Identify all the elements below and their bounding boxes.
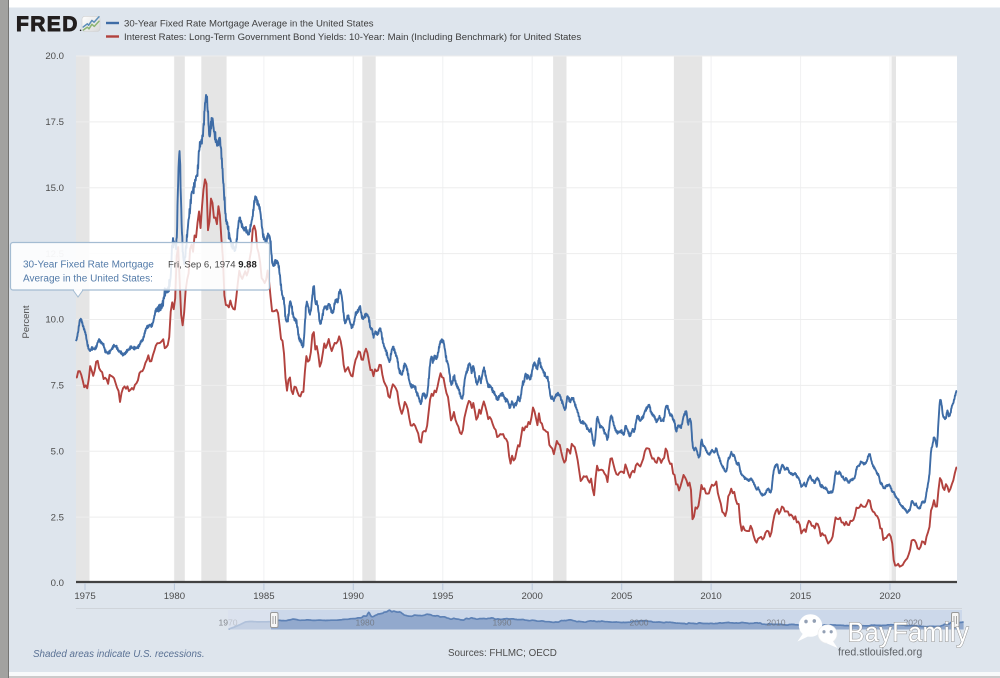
svg-text:2020: 2020 [903,618,922,628]
svg-text:1980: 1980 [164,591,185,602]
svg-text:Fri, Sep 6, 1974 9.88: Fri, Sep 6, 1974 9.88 [168,260,257,271]
svg-text:2010: 2010 [766,618,785,628]
svg-text:FRED: FRED [16,13,79,36]
svg-text:5.0: 5.0 [51,446,64,457]
svg-text:BayFamily: BayFamily [848,616,970,648]
svg-text:2020: 2020 [879,591,900,602]
svg-text:2010: 2010 [700,591,721,602]
svg-text:Sources: FHLMC; OECD: Sources: FHLMC; OECD [448,648,557,659]
svg-text:30-Year Fixed Rate Mortgage Av: 30-Year Fixed Rate Mortgage Average in t… [124,19,374,30]
svg-text:1980: 1980 [355,618,374,628]
svg-text:Shaded areas indicate U.S. rec: Shaded areas indicate U.S. recessions. [33,649,205,660]
svg-text:2000: 2000 [522,591,543,602]
svg-text:1985: 1985 [253,591,274,602]
svg-text:17.5: 17.5 [45,117,64,128]
svg-text:0.0: 0.0 [51,578,64,589]
svg-text:Average in the United States:: Average in the United States: [23,274,153,285]
svg-text:1975: 1975 [74,591,95,602]
svg-text:2015: 2015 [790,591,811,602]
svg-text:1995: 1995 [432,591,453,602]
svg-text:Percent: Percent [21,305,32,338]
svg-text:fred.stlouisfed.org: fred.stlouisfed.org [838,647,922,659]
svg-text:2005: 2005 [611,591,632,602]
svg-text:30-Year Fixed Rate Mortgage: 30-Year Fixed Rate Mortgage [23,260,154,271]
svg-text:2.5: 2.5 [51,512,64,523]
svg-text:20.0: 20.0 [45,51,64,62]
svg-text:2000: 2000 [629,618,648,628]
svg-text:7.5: 7.5 [51,381,64,392]
svg-text:Interest Rates: Long-Term Gove: Interest Rates: Long-Term Government Bon… [124,32,581,43]
svg-text:15.0: 15.0 [45,183,64,194]
svg-text:1990: 1990 [492,618,511,628]
svg-text:10.0: 10.0 [45,315,64,326]
svg-text:1990: 1990 [343,591,364,602]
